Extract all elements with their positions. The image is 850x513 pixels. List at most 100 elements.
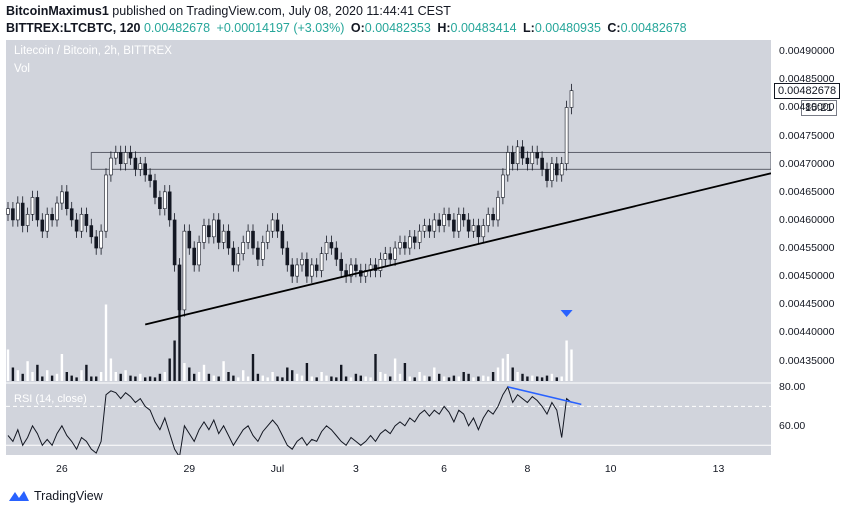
candle-body [540,157,544,170]
published-text: published on TradingView.com, July 08, 2… [112,4,451,18]
volume-bar [266,377,269,381]
volume-bar [114,372,117,381]
candle-body [226,230,231,249]
volume-bar [202,364,206,381]
candle-body [275,219,280,232]
high-label: H: [437,21,451,35]
volume-bar [153,377,157,381]
volume-bar [516,372,519,381]
candle-body [515,146,520,165]
candle-body [378,258,383,271]
candle-body [501,174,505,198]
price-tick-label: 0.00445000 [779,298,835,311]
volume-bar [85,364,88,381]
candle-body [216,219,221,243]
open-label: O: [350,21,365,35]
tradingview-branding[interactable]: TradingView [8,489,103,503]
candle-body [447,214,451,221]
volume-bar [80,370,83,381]
volume-bar [315,377,318,381]
candle-body [432,219,437,232]
candle-body [133,157,138,170]
candle-body [466,219,471,232]
candle-body [64,191,69,209]
time-axis[interactable]: 26 29 Jul 3 6 8 10 13 [6,455,771,480]
volume-bar [452,375,456,381]
volume-bar [477,376,480,381]
time-tick-label: 13 [712,463,725,475]
volume-bar [340,364,343,381]
candle-body [221,230,226,243]
candle-body [525,157,530,165]
candle-body [118,152,123,165]
volume-bar [271,372,274,381]
low-value: 0.00480935 [534,21,601,35]
price-tick-label: 0.00460000 [779,213,835,226]
volume-bar [325,375,328,381]
volume-bar [124,370,127,381]
candle-body [491,214,495,221]
candle-body [69,208,74,221]
volume-bar [36,364,39,381]
candle-body [94,236,98,249]
volume-bar [65,372,68,381]
last-price: 0.00482678 [143,21,211,35]
candle-body [246,230,250,243]
candle-body [99,230,103,249]
volume-bar [134,376,137,381]
price-axis[interactable]: 0.00482678 15:21 0.00490000 0.00485000 0.0… [771,40,850,455]
candle-body [290,264,295,277]
price-change: +0.00014197 (+3.03%) [216,21,345,35]
candle-body [30,197,35,215]
volume-bar [95,376,98,381]
volume-bar [423,375,426,381]
rsi-divergence-line [507,386,582,406]
volume-bar [6,349,10,381]
chart-plot-area[interactable]: Litecoin / Bitcoin, 2h, BITTREX Vol RSI … [6,40,771,455]
candle-body [354,264,358,271]
candle-body [241,242,245,254]
candle-body [167,191,172,221]
volume-bar [364,376,367,381]
volume-bar [55,373,59,381]
volume-bar [104,304,108,381]
volume-bar [251,354,255,381]
volume-bar [119,373,122,381]
candle-body [153,180,157,198]
price-tick-label: 0.00465000 [779,185,835,198]
candle-body [334,247,339,260]
candle-body [148,174,152,181]
volume-bar [75,377,78,381]
candle-body [520,146,525,159]
price-tick-label: 0.00455000 [779,242,835,255]
volume-bar [467,373,470,381]
volume-bar [526,376,529,381]
candle-body [182,230,187,311]
candle-body [412,236,417,243]
chart-header: BitcoinMaximus1 published on TradingView… [6,3,690,37]
volume-bar [281,377,284,381]
price-tick-label: 0.00480000 [779,101,835,114]
candle-body [456,214,461,232]
volume-bar [70,375,73,381]
volume-bar [438,373,441,381]
candle-body [172,219,177,266]
chart-canvas[interactable] [6,40,771,455]
symbol-label: BITTREX:LTCBTC, 120 [6,21,141,35]
volume-bar [21,373,24,381]
close-label: C: [607,21,621,35]
volume-bar [60,354,64,381]
resistance-zone [90,151,771,170]
volume-bar [276,376,279,381]
candle-body [314,264,319,271]
candle-body [417,230,422,243]
rsi-tick-label: 60.00 [779,419,806,432]
candle-body [45,214,50,232]
volume-label: Vol [14,63,30,75]
author-name[interactable]: BitcoinMaximus1 [6,4,109,18]
volume-bar [158,373,162,381]
candle-body [270,219,275,232]
candle-body [319,253,324,271]
candle-body [496,197,500,221]
volume-bar [335,377,338,381]
